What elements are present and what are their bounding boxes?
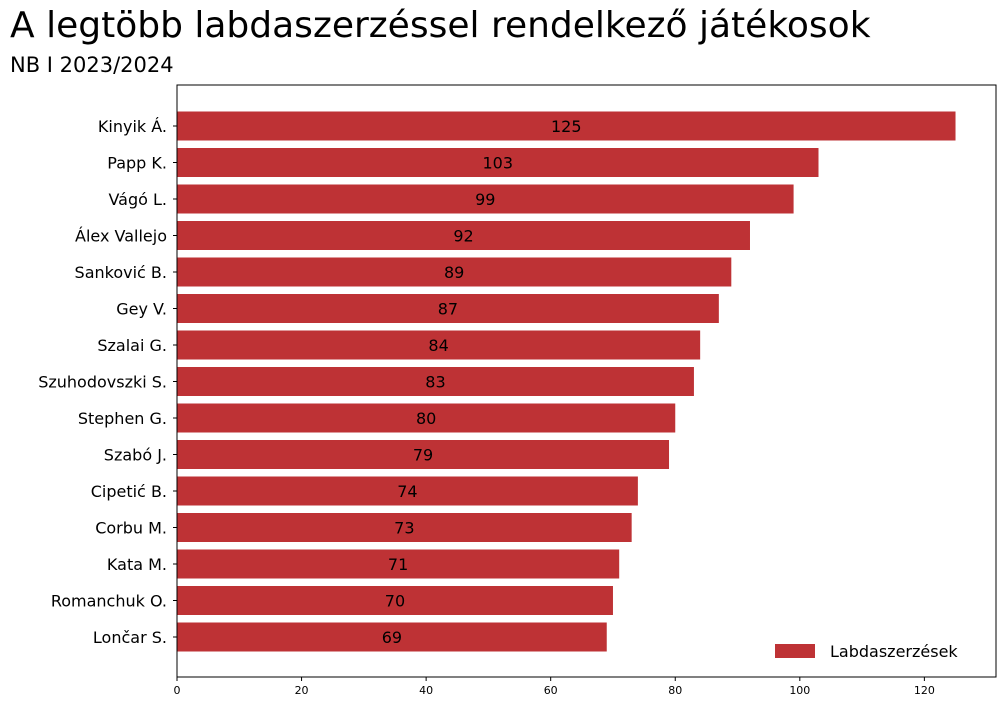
category-label: Cipetić B.: [91, 482, 167, 501]
bar: [177, 367, 694, 396]
bar-value-label: 79: [413, 446, 433, 465]
bar-value-label: 73: [394, 519, 414, 538]
category-label: Romanchuk O.: [51, 592, 167, 611]
bar: [177, 294, 719, 323]
chart-title: A legtöbb labdaszerzéssel rendelkező ját…: [10, 5, 871, 46]
bar: [177, 586, 613, 615]
plot-frame: [176, 84, 997, 678]
bar-value-label: 70: [385, 592, 405, 611]
bar: [177, 330, 701, 360]
bar: [177, 184, 794, 214]
x-tick-label: 40: [419, 684, 433, 697]
bar: [177, 549, 620, 579]
category-label: Sanković B.: [75, 263, 167, 282]
bar-value-label: 69: [382, 628, 402, 647]
bar: [177, 476, 638, 506]
category-label: Szuhodovszki S.: [38, 373, 167, 392]
category-label: Álex Vallejo: [75, 227, 167, 246]
x-tick-label: 80: [668, 684, 682, 697]
bar-value-label: 83: [425, 373, 445, 392]
bar-value-label: 80: [416, 409, 436, 428]
bar: [177, 513, 632, 542]
bar-value-label: 92: [453, 227, 473, 246]
bar: [177, 622, 607, 652]
category-label: Kinyik Á.: [98, 117, 167, 136]
bar-value-label: 103: [482, 154, 513, 173]
bar-value-label: 99: [475, 190, 495, 209]
bar: [177, 111, 956, 141]
x-axis: 0 20 40 60 80 100 120: [174, 677, 935, 697]
x-tick-label: 100: [789, 684, 810, 697]
chart-subtitle: NB I 2023/2024: [10, 53, 174, 77]
bars-group: [177, 111, 956, 652]
legend: Labdaszerzések: [775, 642, 958, 661]
bar: [177, 148, 819, 177]
legend-swatch: [775, 644, 815, 658]
legend-label: Labdaszerzések: [830, 642, 958, 661]
x-tick-label: 0: [174, 684, 181, 697]
category-label: Papp K.: [107, 154, 167, 173]
bar-value-label: 84: [428, 336, 448, 355]
category-label: Vágó L.: [108, 190, 167, 209]
category-label: Corbu M.: [95, 519, 167, 538]
category-labels-group: Kinyik Á. Papp K. Vágó L. Álex Vallejo Sanko…: [38, 117, 177, 647]
category-label: Kata M.: [107, 555, 167, 574]
bar: [177, 440, 670, 469]
x-tick-label: 120: [914, 684, 935, 697]
category-label: Szalai G.: [97, 336, 167, 355]
bar-value-label: 89: [444, 263, 464, 282]
category-label: Stephen G.: [78, 409, 167, 428]
bar: [177, 221, 750, 250]
bar: [177, 403, 676, 433]
category-label: Szabó J.: [104, 446, 167, 465]
x-tick-label: 60: [544, 684, 558, 697]
bar: [177, 257, 732, 287]
bar-value-label: 87: [438, 300, 458, 319]
bar-value-label: 71: [388, 555, 408, 574]
bar-value-label: 125: [551, 117, 582, 136]
bar-value-label: 74: [397, 482, 417, 501]
category-label: Gey V.: [116, 300, 167, 319]
x-tick-label: 20: [295, 684, 309, 697]
category-label: Lončar S.: [93, 628, 167, 647]
